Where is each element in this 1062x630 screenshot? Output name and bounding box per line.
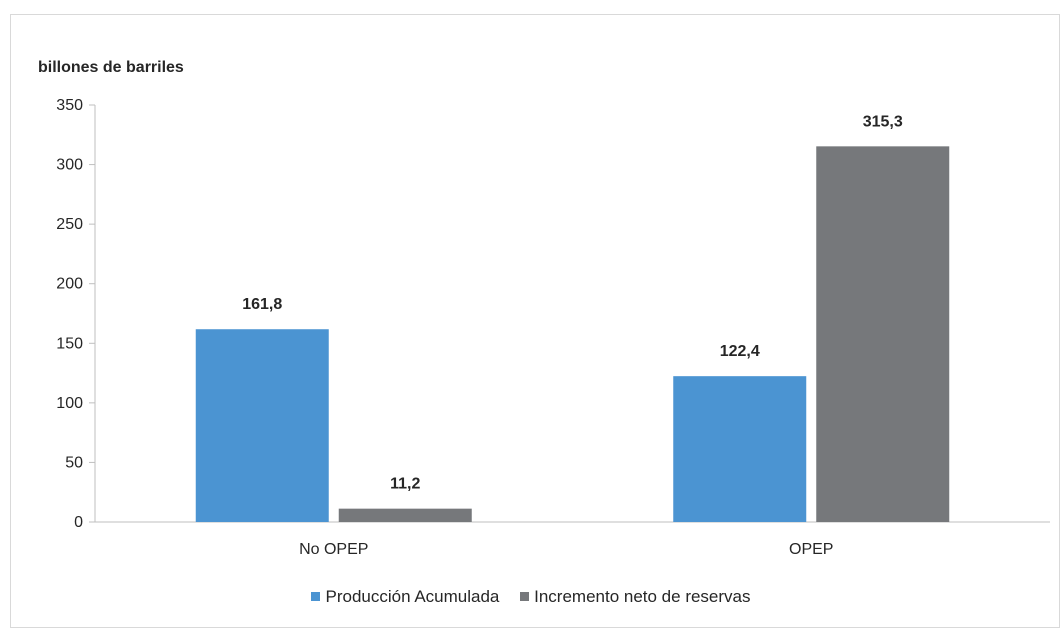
y-tick-label: 250 [56, 216, 83, 233]
y-axis-label: billones de barriles [38, 59, 184, 76]
bar [673, 376, 807, 522]
x-tick-label: No OPEP [299, 541, 368, 558]
data-labels: 161,8 11,2 122,4 315,3 [242, 113, 903, 492]
data-label: 161,8 [242, 296, 282, 313]
legend: Producción Acumulada Incremento neto de … [0, 586, 1062, 607]
bars [195, 146, 950, 522]
legend-swatch-incremento [520, 592, 530, 601]
bar [195, 329, 329, 522]
data-label: 122,4 [720, 343, 760, 360]
y-tick-label: 150 [56, 335, 83, 352]
y-tick-label: 100 [56, 395, 83, 412]
y-axis: 0 50 100 150 200 250 300 350 [56, 97, 96, 531]
x-tick-label: OPEP [789, 541, 833, 558]
legend-label-incremento: Incremento neto de reservas [534, 586, 751, 606]
y-tick-label: 200 [56, 276, 83, 293]
chart-frame [10, 14, 1060, 628]
y-tick-label: 350 [56, 97, 83, 114]
bar [816, 146, 950, 522]
bar [338, 508, 472, 522]
y-tick-label: 0 [74, 514, 83, 531]
x-axis: No OPEP OPEP [95, 521, 1050, 558]
y-tick-label: 50 [65, 454, 83, 471]
legend-item-incremento: Incremento neto de reservas [520, 586, 751, 607]
legend-swatch-produccion [311, 592, 321, 601]
y-tick-label: 300 [56, 157, 83, 174]
data-label: 315,3 [863, 113, 903, 130]
legend-item-produccion: Producción Acumulada [311, 587, 499, 607]
legend-label-produccion: Producción Acumulada [325, 586, 500, 606]
data-label: 11,2 [390, 476, 420, 493]
